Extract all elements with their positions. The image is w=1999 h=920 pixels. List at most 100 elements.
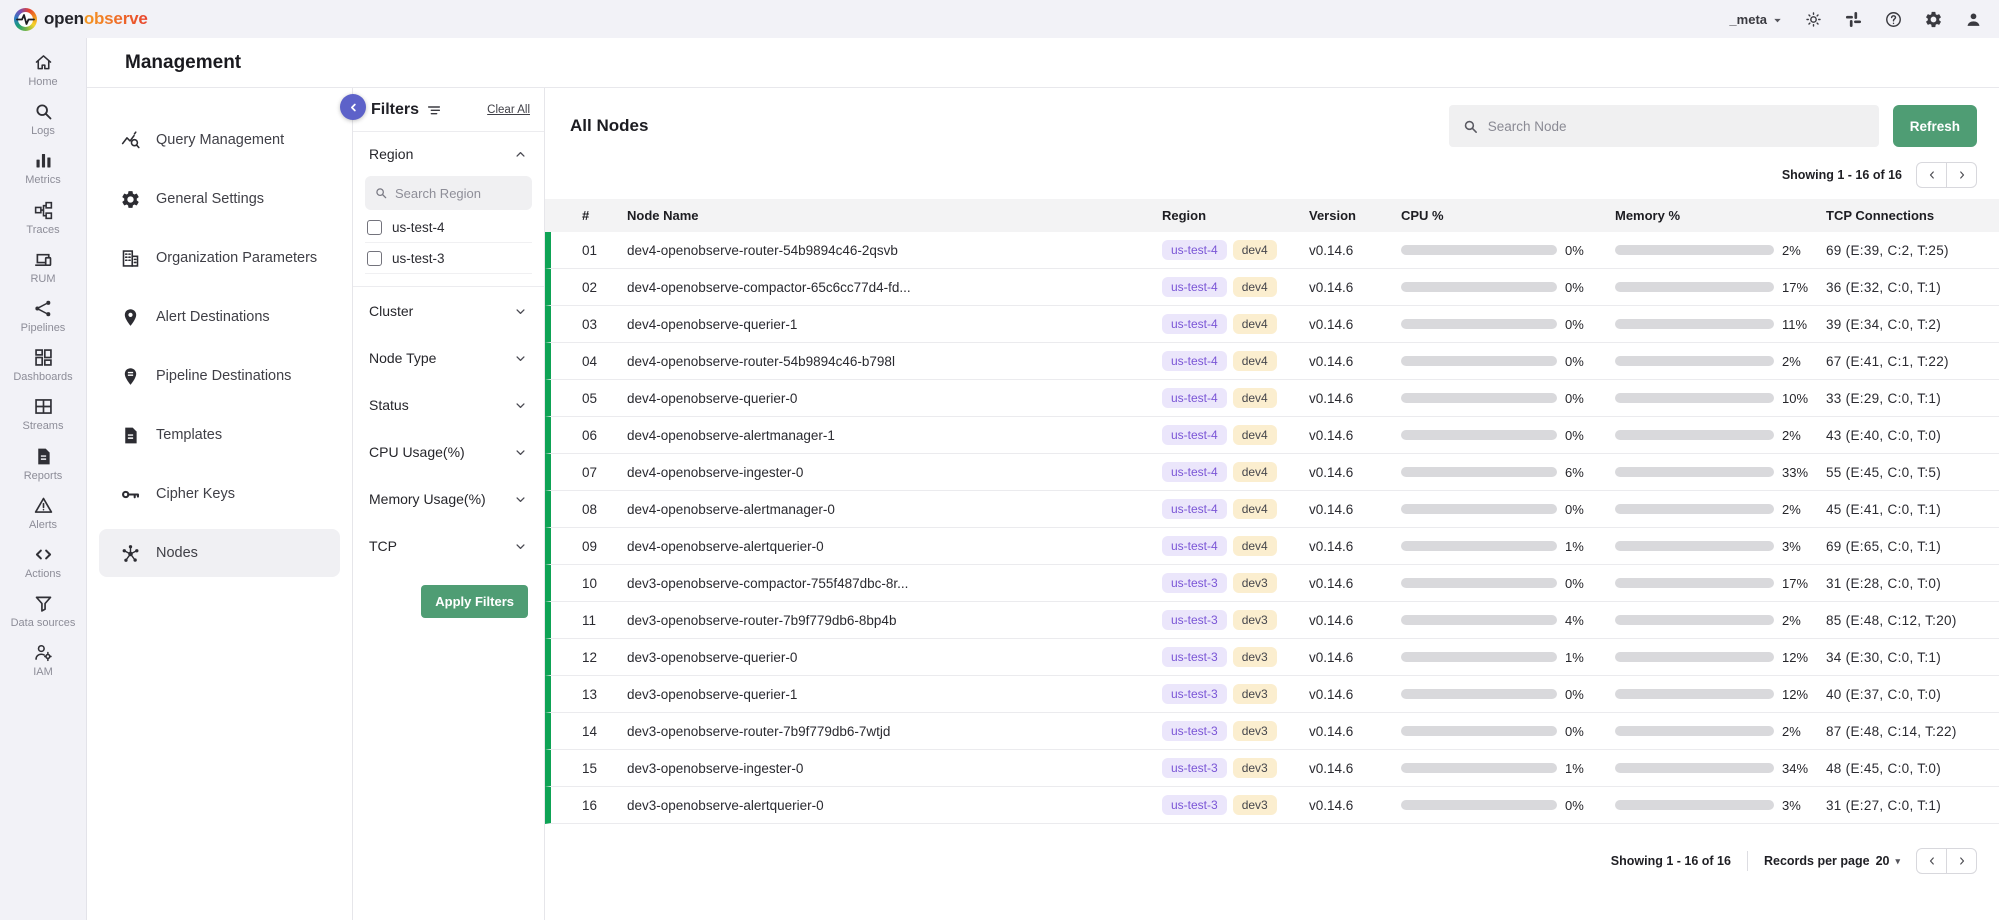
node-name: dev3-openobserve-alertquerier-0 xyxy=(627,798,1162,813)
content-toolbar: All Nodes Refresh xyxy=(545,88,1999,147)
filters-header: Filters Clear All xyxy=(353,88,544,132)
sidebar-item-streams[interactable]: Streams xyxy=(3,396,83,433)
region-cell: us-test-3dev3 xyxy=(1162,610,1309,630)
prev-page-button[interactable] xyxy=(1916,848,1947,874)
filter-section-toggle-tcp[interactable]: TCP xyxy=(353,522,544,569)
memory-usage-cell: 2% xyxy=(1615,428,1826,443)
settings-icon[interactable] xyxy=(1923,9,1943,29)
management-nav-item-nodes[interactable]: Nodes xyxy=(99,529,340,577)
cpu-percent: 0% xyxy=(1565,243,1584,258)
row-number: 06 xyxy=(582,428,627,443)
env-badge: dev3 xyxy=(1233,573,1277,593)
records-per-page-select[interactable]: Records per page 20 ▾ xyxy=(1764,854,1900,868)
sidebar-item-logs[interactable]: Logs xyxy=(3,101,83,138)
sidebar-item-label: Metrics xyxy=(25,174,60,187)
region-badge: us-test-3 xyxy=(1162,610,1227,630)
apply-filters-button[interactable]: Apply Filters xyxy=(421,585,528,618)
memory-percent: 34% xyxy=(1782,761,1808,776)
refresh-button[interactable]: Refresh xyxy=(1893,105,1977,147)
tcp-connections: 85 (E:48, C:12, T:20) xyxy=(1826,613,1999,628)
management-nav-item-general-settings[interactable]: General Settings xyxy=(99,175,340,223)
slack-icon[interactable] xyxy=(1843,9,1863,29)
column-header-: # xyxy=(582,208,627,223)
management-nav-item-query-management[interactable]: Query Management xyxy=(99,116,340,164)
cpu-percent: 6% xyxy=(1565,465,1584,480)
region-search-input[interactable] xyxy=(395,186,523,201)
pager-bottom xyxy=(1916,848,1977,874)
sidebar-item-reports[interactable]: Reports xyxy=(3,446,83,483)
checkbox[interactable] xyxy=(367,220,382,235)
chevron-down-icon xyxy=(513,445,528,460)
cpu-usage-cell: 0% xyxy=(1401,317,1615,332)
next-page-button[interactable] xyxy=(1946,162,1977,188)
filter-section-toggle-node-type[interactable]: Node Type xyxy=(353,334,544,381)
sidebar-item-data-sources[interactable]: Data sources xyxy=(3,593,83,630)
cpu-progress-bar xyxy=(1401,578,1557,588)
sidebar-item-alerts[interactable]: Alerts xyxy=(3,495,83,532)
nodes-table-header: #Node NameRegionVersionCPU %Memory %TCP … xyxy=(545,199,1999,232)
pagination-top: Showing 1 - 16 of 16 xyxy=(545,147,1999,199)
brand[interactable]: openobserve xyxy=(14,8,148,31)
management-nav-item-cipher-keys[interactable]: Cipher Keys xyxy=(99,470,340,518)
nodes-content: All Nodes Refresh Showing 1 - 16 of 16 xyxy=(545,88,1999,920)
next-page-button[interactable] xyxy=(1946,848,1977,874)
region-cell: us-test-4dev4 xyxy=(1162,388,1309,408)
openobserve-logo-icon xyxy=(14,8,37,31)
filter-section-toggle-status[interactable]: Status xyxy=(353,381,544,428)
sidebar-item-pipelines[interactable]: Pipelines xyxy=(3,298,83,335)
prev-page-button[interactable] xyxy=(1916,162,1947,188)
cpu-usage-cell: 0% xyxy=(1401,391,1615,406)
management-nav-item-organization-parameters[interactable]: Organization Parameters xyxy=(99,234,340,282)
filter-section-toggle-cpu-usage[interactable]: CPU Usage(%) xyxy=(353,428,544,475)
node-name: dev4-openobserve-alertquerier-0 xyxy=(627,539,1162,554)
region-badge: us-test-4 xyxy=(1162,351,1227,371)
pin-icon xyxy=(120,307,141,328)
sidebar-item-dashboards[interactable]: Dashboards xyxy=(3,347,83,384)
env-badge: dev4 xyxy=(1233,536,1277,556)
filter-section-toggle-memory-usage[interactable]: Memory Usage(%) xyxy=(353,475,544,522)
region-option-us-test-4[interactable]: us-test-4 xyxy=(365,212,532,243)
region-section-toggle[interactable]: Region xyxy=(353,132,544,174)
memory-percent: 3% xyxy=(1782,798,1801,813)
search-icon xyxy=(1462,118,1479,135)
sidebar-item-label: Dashboards xyxy=(13,371,72,384)
org-selector[interactable]: _meta xyxy=(1729,12,1783,27)
theme-toggle-icon[interactable] xyxy=(1803,9,1823,29)
node-version: v0.14.6 xyxy=(1309,687,1401,702)
chevron-up-icon xyxy=(513,147,528,162)
node-search-input[interactable] xyxy=(1488,119,1866,134)
column-header-tcp-connections: TCP Connections xyxy=(1826,208,1999,223)
sidebar-item-rum[interactable]: RUM xyxy=(3,249,83,286)
memory-progress-bar xyxy=(1615,356,1774,366)
sidebar-item-home[interactable]: Home xyxy=(3,52,83,89)
management-nav-item-templates[interactable]: Templates xyxy=(99,411,340,459)
memory-progress-bar xyxy=(1615,430,1774,440)
collapse-filters-button[interactable] xyxy=(340,94,366,120)
metrics-icon xyxy=(33,150,54,171)
sidebar-item-actions[interactable]: Actions xyxy=(3,544,83,581)
filter-section-toggle-cluster[interactable]: Cluster xyxy=(353,287,544,334)
row-number: 12 xyxy=(582,650,627,665)
tcp-connections: 69 (E:39, C:2, T:25) xyxy=(1826,243,1999,258)
sidebar-item-iam[interactable]: IAM xyxy=(3,642,83,679)
region-option-us-test-3[interactable]: us-test-3 xyxy=(365,243,532,274)
region-badge: us-test-3 xyxy=(1162,721,1227,741)
memory-progress-bar xyxy=(1615,319,1774,329)
tcp-connections: 43 (E:40, C:0, T:0) xyxy=(1826,428,1999,443)
region-cell: us-test-4dev4 xyxy=(1162,462,1309,482)
sidebar-item-traces[interactable]: Traces xyxy=(3,200,83,237)
tcp-connections: 55 (E:45, C:0, T:5) xyxy=(1826,465,1999,480)
env-badge: dev3 xyxy=(1233,795,1277,815)
memory-usage-cell: 2% xyxy=(1615,354,1826,369)
cpu-progress-bar xyxy=(1401,430,1557,440)
cpu-percent: 0% xyxy=(1565,391,1584,406)
checkbox[interactable] xyxy=(367,251,382,266)
management-nav-item-pipeline-destinations[interactable]: Pipeline Destinations xyxy=(99,352,340,400)
env-badge: dev4 xyxy=(1233,425,1277,445)
management-nav-item-alert-destinations[interactable]: Alert Destinations xyxy=(99,293,340,341)
env-badge: dev4 xyxy=(1233,499,1277,519)
account-icon[interactable] xyxy=(1963,9,1983,29)
sidebar-item-metrics[interactable]: Metrics xyxy=(3,150,83,187)
help-icon[interactable] xyxy=(1883,9,1903,29)
clear-all-filters-button[interactable]: Clear All xyxy=(487,104,530,116)
